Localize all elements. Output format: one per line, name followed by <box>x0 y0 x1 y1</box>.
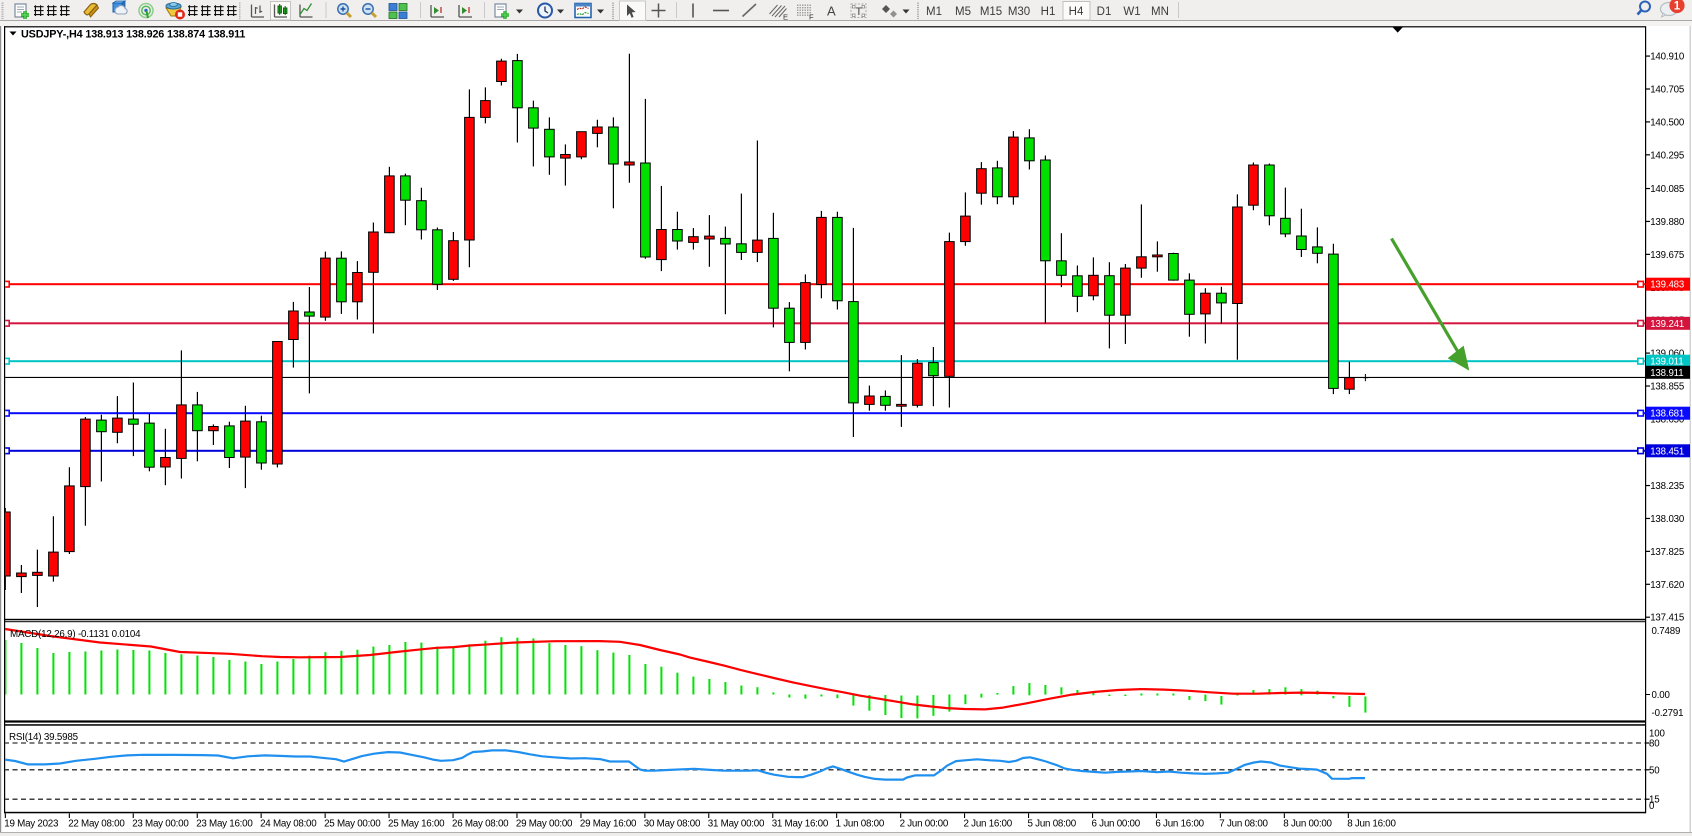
svg-text:8 Jun 00:00: 8 Jun 00:00 <box>1283 819 1332 830</box>
svg-text:140.085: 140.085 <box>1650 184 1684 195</box>
svg-text:137.825: 137.825 <box>1650 547 1684 558</box>
svg-text:F: F <box>809 13 814 22</box>
svg-text:RSI(14) 39.5985: RSI(14) 39.5985 <box>9 732 79 743</box>
svg-text:0.00: 0.00 <box>1652 690 1671 701</box>
svg-text:139.241: 139.241 <box>1650 319 1684 330</box>
svg-text:138.911: 138.911 <box>1650 368 1683 379</box>
svg-text:139.675: 139.675 <box>1650 250 1684 261</box>
svg-text:6 Jun 16:00: 6 Jun 16:00 <box>1155 819 1204 830</box>
svg-text:80: 80 <box>1649 739 1660 750</box>
svg-text:138.855: 138.855 <box>1650 382 1684 393</box>
svg-text:138.681: 138.681 <box>1650 409 1684 420</box>
svg-text:140.705: 140.705 <box>1650 85 1684 96</box>
svg-text:H4: H4 <box>1069 6 1084 18</box>
svg-text:MN: MN <box>1151 6 1169 18</box>
svg-text:29 May 00:00: 29 May 00:00 <box>516 819 573 830</box>
svg-text:100: 100 <box>1649 729 1665 740</box>
svg-text:25 May 16:00: 25 May 16:00 <box>388 819 445 830</box>
svg-text:E: E <box>783 13 788 22</box>
svg-text:A: A <box>827 4 836 19</box>
svg-text:139.880: 139.880 <box>1650 217 1685 228</box>
svg-text:29 May 16:00: 29 May 16:00 <box>580 819 637 830</box>
svg-text:139.060: 139.060 <box>1650 349 1685 360</box>
svg-text:139.483: 139.483 <box>1650 280 1684 291</box>
svg-text:1 Jun 08:00: 1 Jun 08:00 <box>836 819 885 830</box>
svg-text:H1: H1 <box>1041 6 1056 18</box>
svg-text:23 May 16:00: 23 May 16:00 <box>196 819 253 830</box>
svg-text:140.910: 140.910 <box>1650 52 1685 63</box>
svg-text:5 Jun 08:00: 5 Jun 08:00 <box>1028 819 1077 830</box>
svg-text:137.620: 137.620 <box>1650 580 1685 591</box>
svg-text:139.011: 139.011 <box>1650 357 1683 368</box>
svg-text:2 Jun 16:00: 2 Jun 16:00 <box>964 819 1013 830</box>
svg-text:22 May 08:00: 22 May 08:00 <box>68 819 125 830</box>
svg-text:138.451: 138.451 <box>1650 446 1684 457</box>
svg-text:50: 50 <box>1649 766 1660 777</box>
svg-text:M5: M5 <box>955 6 971 18</box>
svg-text:7 Jun 08:00: 7 Jun 08:00 <box>1219 819 1268 830</box>
svg-text:0.7489: 0.7489 <box>1652 626 1681 637</box>
svg-text:138.650: 138.650 <box>1650 414 1685 425</box>
svg-text:MACD(12,26,9) -0.1131 0.0104: MACD(12,26,9) -0.1131 0.0104 <box>10 629 141 640</box>
svg-text:USDJPY-,H4 138.913 138.926 13: USDJPY-,H4 138.913 138.926 138.874 138.9… <box>21 29 245 41</box>
svg-text:19 May 2023: 19 May 2023 <box>4 819 59 830</box>
svg-text:1: 1 <box>1674 1 1681 13</box>
svg-text:M15: M15 <box>980 6 1002 18</box>
svg-text:M1: M1 <box>926 6 942 18</box>
svg-text:137.415: 137.415 <box>1650 613 1684 624</box>
svg-text:24 May 08:00: 24 May 08:00 <box>260 819 317 830</box>
svg-text:31 May 00:00: 31 May 00:00 <box>708 819 765 830</box>
svg-text:138.030: 138.030 <box>1650 514 1685 525</box>
svg-text:26 May 08:00: 26 May 08:00 <box>452 819 509 830</box>
svg-text:23 May 00:00: 23 May 00:00 <box>132 819 189 830</box>
svg-text:30 May 08:00: 30 May 08:00 <box>644 819 701 830</box>
svg-text:140.295: 140.295 <box>1650 150 1684 161</box>
svg-text:T: T <box>856 6 863 18</box>
svg-text:M30: M30 <box>1008 6 1030 18</box>
svg-text:138.235: 138.235 <box>1650 481 1684 492</box>
svg-text:2 Jun 00:00: 2 Jun 00:00 <box>900 819 949 830</box>
svg-text:8 Jun 16:00: 8 Jun 16:00 <box>1347 819 1396 830</box>
svg-text:0: 0 <box>1649 801 1655 812</box>
svg-text:15: 15 <box>1649 795 1659 806</box>
svg-text:W1: W1 <box>1123 6 1140 18</box>
svg-text:140.500: 140.500 <box>1650 117 1685 128</box>
svg-text:25 May 00:00: 25 May 00:00 <box>324 819 381 830</box>
svg-text:-0.2791: -0.2791 <box>1652 708 1684 719</box>
svg-text:6 Jun 00:00: 6 Jun 00:00 <box>1092 819 1141 830</box>
svg-text:D1: D1 <box>1097 6 1112 18</box>
svg-text:31 May 16:00: 31 May 16:00 <box>772 819 829 830</box>
